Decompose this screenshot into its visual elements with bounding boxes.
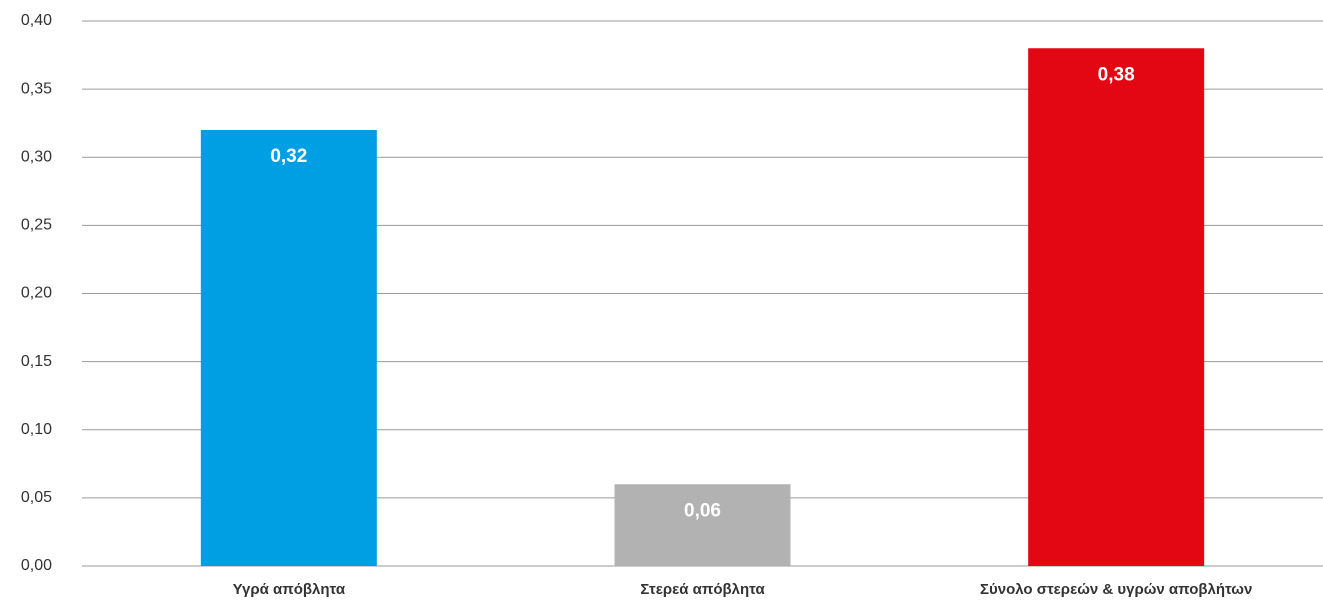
x-tick-label: Υγρά απόβλητα [233, 581, 346, 598]
x-tick-label: Σύνολο στερεών & υγρών αποβλήτων [980, 581, 1252, 598]
value-label: 0,06 [684, 500, 721, 521]
bar [614, 484, 791, 566]
y-tick-label: 0,00 [21, 557, 52, 574]
y-tick-label: 0,15 [21, 353, 52, 370]
y-tick-label: 0,30 [21, 148, 52, 165]
y-tick-label: 0,35 [21, 80, 52, 97]
bar [1028, 48, 1205, 566]
value-label: 0,32 [270, 146, 307, 167]
x-tick-label: Στερεά απόβλητα [640, 581, 765, 598]
bar [200, 130, 377, 566]
y-tick-label: 0,40 [21, 12, 52, 29]
y-tick-label: 0,20 [21, 285, 52, 302]
y-tick-label: 0,25 [21, 217, 52, 234]
y-tick-label: 0,10 [21, 421, 52, 438]
y-tick-label: 0,05 [21, 489, 52, 506]
value-label: 0,38 [1098, 64, 1135, 85]
